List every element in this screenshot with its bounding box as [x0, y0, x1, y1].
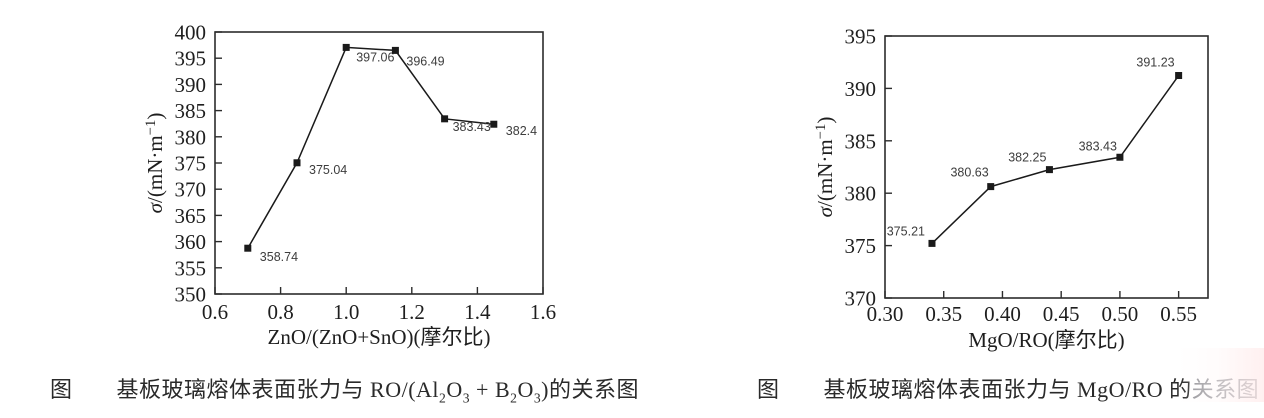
data-point-label: 358.74 [260, 250, 298, 264]
x-axis-tick-label: 0.8 [267, 300, 293, 324]
data-point-marker [391, 46, 399, 54]
y-axis-tick-label: 395 [175, 47, 207, 71]
data-point-marker [490, 120, 498, 128]
data-point-marker [1116, 153, 1124, 161]
x-axis-tick-label: 0.45 [1043, 302, 1080, 326]
chart-surface-tension-vs-zno: 0.6 0.8 1.0 1.2 1.4 1.63503553603653703753803… [143, 21, 556, 350]
data-point-label: 382.4 [506, 124, 537, 138]
y-axis-tick-label: 390 [175, 73, 207, 97]
chart-surface-tension-vs-mgo: 0.30 0.35 0.40 0.45 0.50 0.55 370 375 380 385 390 3… [813, 25, 1209, 352]
y-axis-tick-label: 360 [175, 230, 207, 254]
y-axis-title: σ/(mN·m−1) [813, 117, 837, 218]
figure-left: 0.6 0.8 1.0 1.2 1.4 1.6 350 355 360 365 370 375 380 3… [40, 16, 680, 418]
figure-caption-left: 图基板玻璃熔体表面张力与 RO/(Al2O3 + B2O3)的关系图 [50, 372, 639, 406]
x-axis-tick-label: 0.40 [984, 302, 1021, 326]
data-point-marker [928, 239, 936, 247]
caption-segment: + B [470, 377, 511, 402]
data-point-label: 396.49 [406, 54, 444, 68]
y-axis-title: σ/(mN·m−1) [143, 113, 167, 214]
y-axis-tick-label: 365 [175, 204, 207, 228]
caption-figure-tag: 图 [50, 377, 73, 402]
y-axis-tick-label: 385 [845, 129, 877, 153]
caption-subscript: 3 [533, 390, 542, 406]
data-point-marker [1175, 72, 1183, 80]
y-axis-tick-label: 395 [845, 25, 877, 49]
data-point-label: 391.23 [1136, 56, 1174, 70]
y-axis-tick-label: 375 [175, 152, 207, 176]
caption-segment: )的关系图 [541, 377, 639, 402]
data-point-marker [342, 43, 350, 51]
data-point-marker [1045, 166, 1053, 174]
caption-segment: 基板玻璃熔体表面张力与 MgO/RO 的 [823, 377, 1192, 402]
data-point-marker [987, 183, 995, 191]
x-axis-tick-label: 1.2 [399, 300, 425, 324]
caption-subscript: 3 [462, 390, 471, 406]
scanned-paper-figure: { "colors": { "ink": "#1a1a1a", "frame":… [50, 20, 1264, 406]
data-point-marker [441, 115, 449, 123]
data-point-label: 383.43 [453, 120, 491, 134]
y-axis-tick-label: 370 [175, 178, 207, 202]
caption-segment: O [517, 377, 534, 402]
y-axis-tick-label: 350 [175, 283, 207, 307]
x-axis-tick-label: 0.50 [1102, 302, 1139, 326]
caption-subscript: 2 [510, 390, 518, 406]
y-axis-tick-label: 355 [175, 256, 207, 280]
figure-right: 0.30 0.35 0.40 0.45 0.50 0.55 370 375 380 385 390 3… [680, 16, 1264, 418]
y-axis-tick-label: 400 [175, 21, 207, 45]
caption-text: 基板玻璃熔体表面张力与 MgO/RO 的关系图 [824, 377, 1260, 402]
figure-caption-right: 图 基板玻璃熔体表面张力与 MgO/RO 的关系图 [757, 372, 1259, 404]
caption-figure-tag: 图 [757, 377, 780, 402]
x-axis-title: MgO/RO(摩尔比) [968, 328, 1124, 352]
x-axis-tick-label: 1.4 [464, 300, 491, 324]
data-point-label: 375.04 [309, 163, 347, 177]
caption-segment: O [446, 377, 463, 402]
caption-segment: 基板玻璃熔体表面张力与 RO/(Al [116, 377, 440, 402]
data-point-marker [244, 244, 252, 252]
y-axis-tick-label: 390 [845, 77, 877, 101]
x-axis-tick-label: 0.55 [1160, 302, 1197, 326]
y-axis-tick-label: 385 [175, 99, 207, 123]
data-point-label: 397.06 [356, 50, 394, 64]
x-axis-tick-label: 0.35 [925, 302, 962, 326]
data-line [247, 46, 494, 249]
x-axis-tick-label: 0.6 [202, 300, 228, 324]
y-axis-tick-label: 370 [845, 287, 877, 311]
x-axis-title: ZnO/(ZnO+SnO)(摩尔比) [268, 325, 491, 349]
data-point-label: 380.63 [950, 166, 988, 180]
x-axis-tick-label: 0.30 [867, 302, 904, 326]
y-axis-tick-label: 375 [845, 234, 877, 258]
y-axis-tick-label: 380 [175, 125, 207, 149]
data-point-label: 382.25 [1008, 151, 1046, 165]
data-line [931, 75, 1180, 244]
caption-text: 基板玻璃熔体表面张力与 RO/(Al2O3 + B2O3)的关系图 [116, 377, 639, 406]
plot-frame [884, 35, 1209, 299]
data-point-marker [293, 159, 301, 167]
caption-subscript: 2 [439, 390, 447, 406]
x-axis-tick-label: 1.0 [333, 300, 359, 324]
y-axis-tick-label: 380 [845, 182, 877, 206]
data-point-label: 383.43 [1079, 139, 1117, 153]
x-axis-tick-label: 1.6 [530, 300, 556, 324]
data-point-label: 375.21 [887, 224, 925, 238]
caption-segment: 关系图 [1191, 377, 1260, 402]
